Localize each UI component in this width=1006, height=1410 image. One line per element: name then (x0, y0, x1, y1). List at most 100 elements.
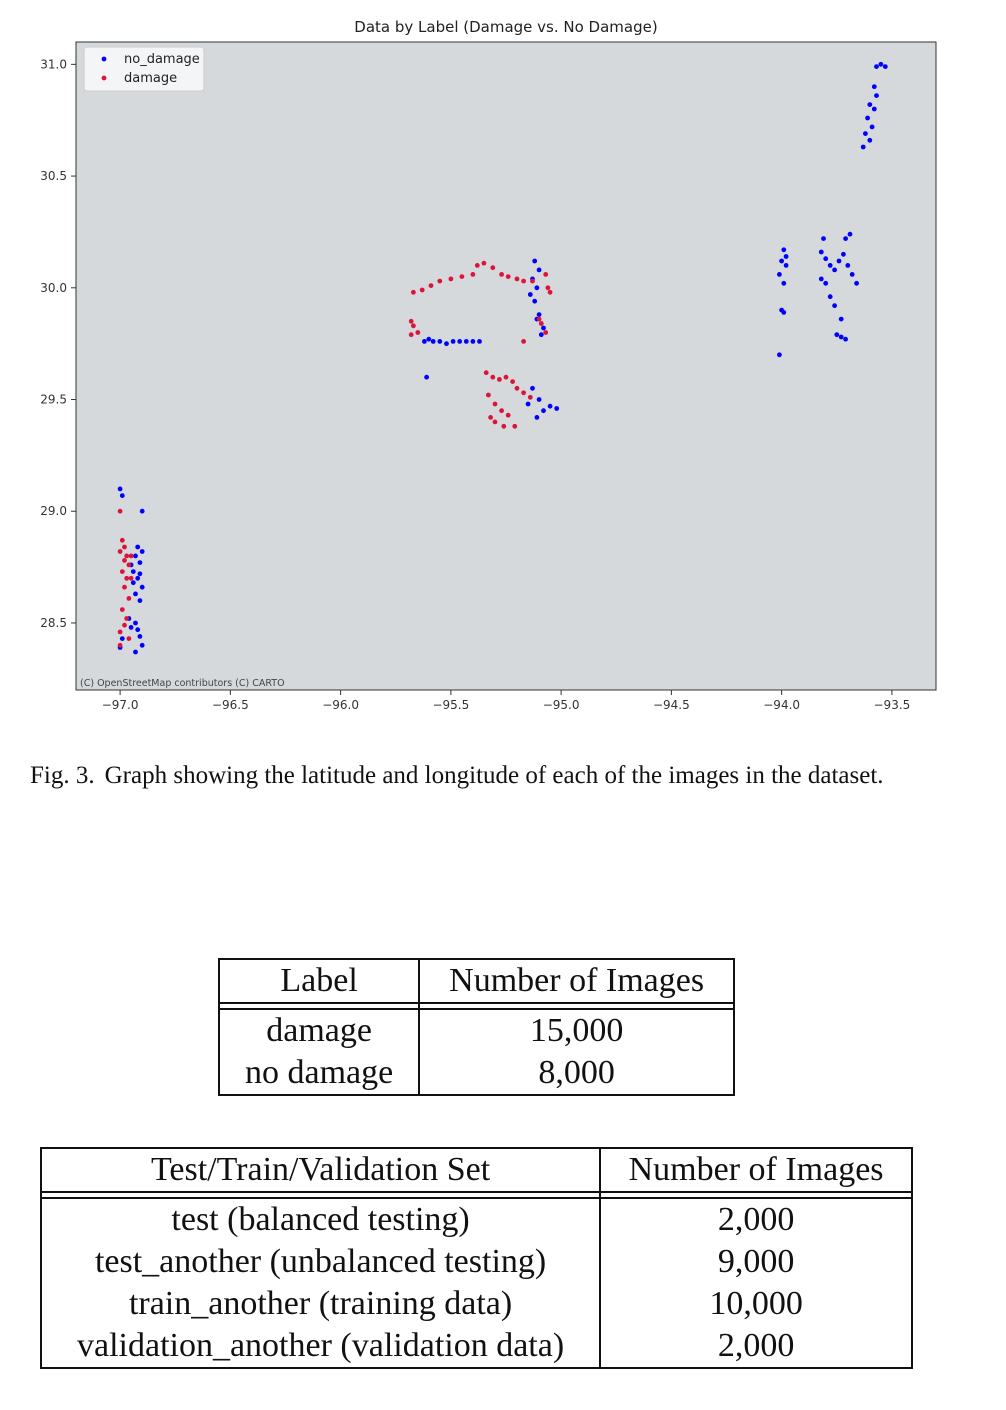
no_damage-point (133, 591, 138, 597)
y-tick-label: 30.0 (40, 281, 67, 295)
no_damage-point (854, 280, 859, 286)
no_damage-point (834, 332, 840, 338)
no_damage-point (426, 336, 432, 342)
legend-marker (101, 56, 107, 62)
no_damage-point (137, 598, 143, 603)
damage-point (521, 278, 526, 284)
no_damage-point (832, 267, 837, 273)
damage-point (119, 569, 125, 574)
no_damage-point (781, 280, 787, 286)
legend-marker (101, 75, 107, 81)
no_damage-point (818, 249, 824, 255)
no_damage-point (845, 263, 851, 268)
no_damage-point (838, 316, 844, 322)
damage-point (492, 401, 498, 407)
damage-point (521, 390, 526, 396)
no_damage-point (450, 339, 456, 344)
damage-point (499, 272, 504, 277)
no_damage-point (133, 553, 138, 559)
no_damage-point (547, 403, 553, 409)
damage-point (119, 537, 125, 543)
x-tick-label: −95.5 (432, 698, 469, 712)
no_damage-point (783, 263, 789, 268)
no_damage-point (137, 634, 143, 639)
no_damage-point (783, 254, 789, 259)
no_damage-point (477, 339, 482, 344)
x-tick-label: −94.0 (763, 698, 800, 712)
damage-point (530, 278, 535, 284)
damage-point (547, 289, 553, 295)
no_damage-point (135, 627, 141, 633)
label-count-table: Label Number of Images damage 15,000 no … (218, 958, 735, 1096)
no_damage-point (781, 310, 787, 315)
no_damage-point (527, 292, 533, 297)
damage-point (122, 558, 127, 563)
x-tick-label: −96.0 (322, 698, 359, 712)
damage-point (126, 596, 132, 601)
no_damage-point (832, 303, 837, 309)
no_damage-point (130, 580, 136, 586)
damage-point (411, 323, 416, 329)
map-attribution: (C) OpenStreetMap contributors (C) CARTO (80, 678, 285, 689)
x-tick-label: −94.5 (653, 698, 690, 712)
damage-point (470, 272, 476, 277)
no_damage-point (874, 64, 879, 69)
no_damage-point (821, 236, 826, 242)
no_damage-point (867, 102, 873, 107)
table2-cell: validation_another (validation data) (40, 1325, 602, 1369)
chart-title: Data by Label (Damage vs. No Damage) (354, 18, 657, 36)
no_damage-point (541, 408, 546, 414)
no_damage-point (119, 636, 125, 641)
no_damage-point (865, 115, 870, 121)
legend-label: damage (124, 71, 177, 86)
no_damage-point (823, 280, 829, 286)
damage-point (124, 616, 130, 621)
damage-point (117, 549, 123, 554)
no_damage-point (135, 575, 141, 581)
no_damage-point (135, 544, 141, 550)
damage-point (483, 370, 489, 376)
damage-point (512, 423, 518, 429)
no_damage-point (536, 267, 542, 273)
no_damage-point (874, 93, 879, 98)
no_damage-point (536, 312, 542, 317)
no_damage-point (869, 124, 875, 130)
no_damage-point (139, 642, 145, 648)
damage-point (514, 276, 520, 282)
damage-point (126, 562, 132, 568)
damage-point (411, 289, 416, 295)
damage-point (459, 274, 465, 279)
table2-cell: 10,000 (601, 1283, 913, 1325)
y-tick-label: 28.5 (40, 616, 67, 630)
damage-point (481, 260, 487, 266)
damage-point (503, 374, 509, 380)
damage-point (488, 415, 493, 420)
damage-point (126, 636, 132, 641)
no_damage-point (827, 294, 833, 300)
no_damage-point (139, 549, 145, 554)
damage-point (124, 553, 130, 559)
x-tick-label: −95.0 (543, 698, 580, 712)
no_damage-point (849, 272, 855, 277)
damage-point (117, 629, 123, 635)
no_damage-point (430, 339, 436, 344)
no_damage-point (836, 258, 842, 264)
no_damage-point (137, 560, 143, 565)
damage-point (124, 575, 130, 581)
table2-header-set: Test/Train/Validation Set (40, 1147, 602, 1193)
no_damage-point (823, 256, 829, 262)
figure-caption: Fig. 3. Graph showing the latitude and lo… (30, 760, 945, 792)
table1-cell: 8,000 (420, 1052, 735, 1096)
damage-point (497, 377, 502, 382)
no_damage-point (534, 285, 540, 291)
no_damage-point (130, 569, 136, 574)
x-tick-label: −96.5 (212, 698, 249, 712)
no_damage-point (867, 137, 873, 143)
table2-cell: 9,000 (601, 1241, 913, 1283)
no_damage-point (781, 247, 787, 253)
damage-point (499, 408, 504, 414)
no_damage-point (532, 258, 538, 264)
table1-cell: no damage (218, 1052, 421, 1096)
damage-point (448, 276, 454, 282)
no_damage-point (119, 493, 125, 498)
